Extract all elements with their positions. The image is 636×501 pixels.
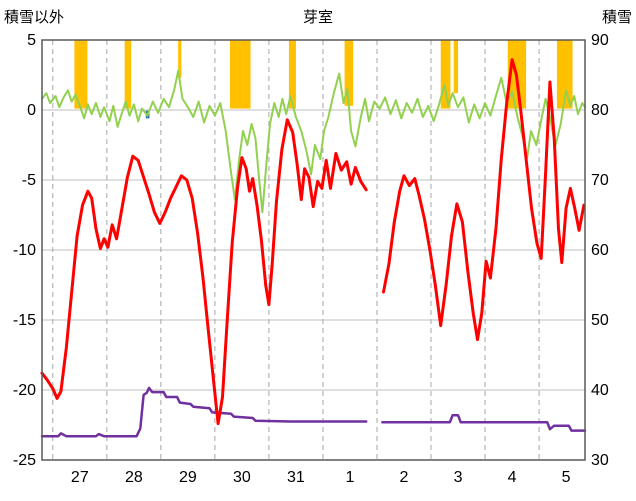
x-axis-day-label: 30 (233, 469, 251, 486)
right-axis-title: 積雪 (601, 9, 632, 26)
x-axis-day-label: 2 (400, 469, 409, 486)
sunshine-bar (440, 40, 451, 109)
left-axis-tick-label: -5 (22, 172, 36, 189)
temperature-line (40, 58, 586, 426)
sunshine-bar (288, 40, 296, 109)
x-axis-day-label: 27 (71, 469, 89, 486)
near-zero-line (41, 69, 586, 214)
left-axis-tick-label: 5 (27, 32, 36, 49)
sunshine-bar (178, 40, 182, 78)
right-axis-tick-label: 70 (591, 172, 609, 189)
x-axis-day-label: 28 (125, 469, 143, 486)
left-axis-tick-label: -15 (13, 312, 36, 329)
x-axis-day-label: 4 (508, 469, 517, 486)
right-axis-tick-label: 30 (591, 452, 609, 469)
right-axis-tick-label: 50 (591, 312, 609, 329)
x-axis-day-label: 31 (287, 469, 305, 486)
sunshine-bar (344, 40, 354, 106)
sunshine-bar (556, 40, 573, 109)
x-axis-day-label: 29 (179, 469, 197, 486)
right-axis-tick-label: 80 (591, 102, 609, 119)
left-axis-title: 積雪以外 (4, 9, 65, 26)
sunshine-bar (74, 40, 88, 109)
x-axis-day-label: 5 (562, 469, 571, 486)
sunshine-bar (453, 40, 459, 94)
sunshine-bar (124, 40, 132, 109)
left-axis-tick-label: -25 (13, 452, 36, 469)
plot-border (41, 39, 586, 461)
sunshine-bar (230, 40, 251, 109)
snow-depth-line (40, 386, 587, 438)
page-title: 芽室 (302, 9, 333, 26)
right-axis-tick-label: 90 (591, 32, 609, 49)
right-axis-tick-label: 40 (591, 382, 609, 399)
left-axis-tick-label: -20 (13, 382, 36, 399)
right-axis-tick-label: 60 (591, 242, 609, 259)
x-axis-day-label: 3 (454, 469, 463, 486)
left-axis-tick-label: 0 (27, 102, 36, 119)
x-axis-day-label: 1 (346, 469, 355, 486)
left-axis-tick-label: -10 (13, 242, 36, 259)
